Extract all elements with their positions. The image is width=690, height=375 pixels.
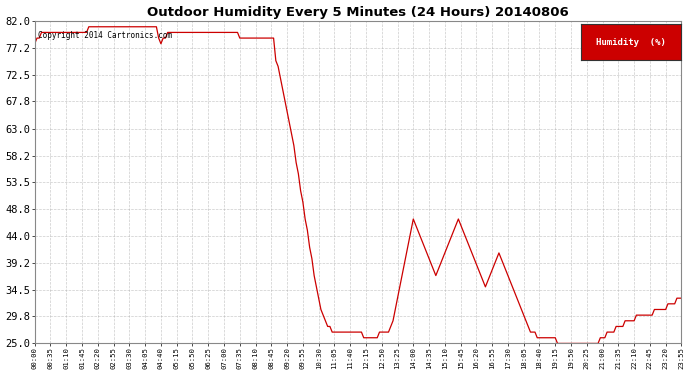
Title: Outdoor Humidity Every 5 Minutes (24 Hours) 20140806: Outdoor Humidity Every 5 Minutes (24 Hou… — [147, 6, 569, 18]
Text: Copyright 2014 Cartronics.com: Copyright 2014 Cartronics.com — [38, 31, 172, 40]
